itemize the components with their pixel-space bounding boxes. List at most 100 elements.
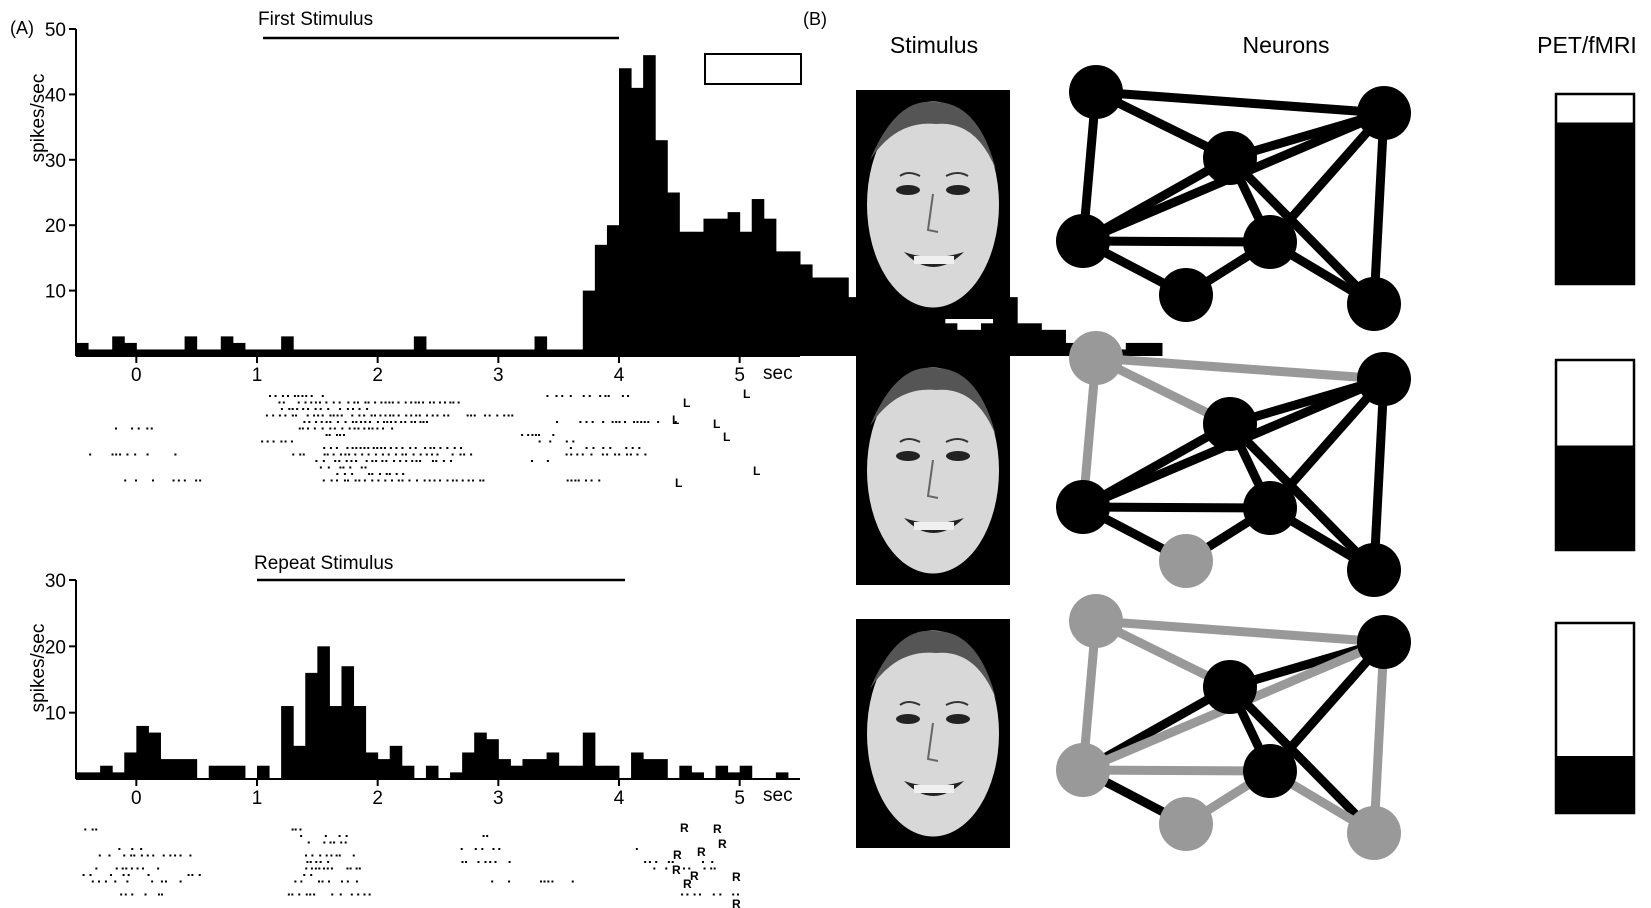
spike-tick bbox=[280, 408, 283, 410]
histogram-bar bbox=[582, 732, 596, 779]
panel-b-row bbox=[856, 594, 1636, 860]
spike-tick bbox=[357, 893, 360, 896]
histogram-bar bbox=[76, 772, 101, 779]
spike-tick bbox=[118, 848, 121, 850]
histogram-bar bbox=[691, 231, 704, 356]
spike-tick bbox=[368, 427, 371, 430]
spike-tick bbox=[345, 460, 348, 462]
spike-tick bbox=[341, 427, 344, 430]
spike-tick bbox=[602, 447, 605, 449]
spike-tick bbox=[363, 447, 366, 449]
spike-tick bbox=[447, 414, 450, 417]
spike-tick bbox=[336, 434, 339, 436]
histogram-bar bbox=[570, 765, 584, 779]
spike-tick bbox=[318, 867, 321, 870]
histogram-bar bbox=[112, 772, 125, 779]
histogram-bar bbox=[257, 349, 270, 356]
spike-tick bbox=[298, 427, 301, 430]
spike-tick bbox=[401, 479, 404, 482]
spike-tick bbox=[507, 414, 510, 417]
spike-tick bbox=[364, 421, 367, 423]
spike-tick bbox=[131, 893, 134, 896]
spike-tick bbox=[635, 848, 638, 850]
spike-tick bbox=[371, 473, 374, 475]
histogram-bar bbox=[124, 752, 137, 779]
header-neurons: Neurons bbox=[1243, 32, 1330, 58]
top-ylabel: spikes/sec bbox=[28, 74, 49, 163]
raster-marker: R bbox=[680, 821, 689, 835]
spike-tick bbox=[467, 479, 470, 482]
spike-tick bbox=[315, 460, 318, 462]
spike-tick bbox=[320, 421, 323, 423]
spike-tick bbox=[358, 867, 361, 870]
spike-tick bbox=[374, 414, 377, 417]
spike-tick bbox=[379, 414, 382, 417]
y-tick-label: 10 bbox=[45, 282, 66, 303]
spike-tick bbox=[629, 453, 632, 456]
spike-tick bbox=[335, 447, 338, 449]
spike-tick bbox=[303, 421, 306, 423]
histogram-bar bbox=[136, 349, 149, 356]
histogram-bar bbox=[1125, 342, 1139, 356]
spike-tick bbox=[470, 414, 473, 417]
raster-marker: L bbox=[683, 396, 690, 410]
neuron-node bbox=[1159, 534, 1213, 588]
neuron-node bbox=[1347, 543, 1401, 597]
spike-tick bbox=[419, 453, 422, 456]
histogram-bar bbox=[510, 349, 523, 356]
spike-tick bbox=[404, 421, 407, 423]
spike-tick bbox=[144, 893, 147, 896]
spike-tick bbox=[123, 854, 126, 857]
x-tick-label: 0 bbox=[131, 365, 142, 386]
histogram-bar bbox=[534, 759, 548, 779]
spike-tick bbox=[388, 473, 391, 475]
histogram-bar bbox=[329, 706, 342, 779]
histogram-bar bbox=[281, 706, 294, 779]
neuron-node bbox=[1203, 660, 1257, 714]
histogram-bar bbox=[425, 765, 439, 779]
spike-tick bbox=[278, 401, 281, 404]
spike-tick bbox=[460, 447, 463, 449]
spike-tick bbox=[409, 447, 412, 449]
histogram-bar bbox=[317, 646, 330, 779]
histogram-bar bbox=[558, 765, 572, 779]
histogram-bar bbox=[196, 349, 210, 356]
spike-tick bbox=[293, 395, 296, 397]
spike-tick bbox=[582, 395, 585, 397]
spike-tick bbox=[330, 867, 333, 870]
spike-tick bbox=[295, 414, 298, 417]
spike-tick bbox=[482, 835, 485, 837]
spike-tick bbox=[111, 453, 114, 456]
spike-tick bbox=[374, 401, 377, 404]
spike-tick bbox=[496, 414, 499, 417]
spike-tick bbox=[366, 408, 369, 410]
histogram-bar bbox=[727, 212, 741, 356]
spike-tick bbox=[305, 854, 308, 857]
spike-tick bbox=[347, 401, 350, 404]
spike-tick bbox=[339, 408, 342, 410]
spike-tick bbox=[577, 479, 580, 482]
spike-tick bbox=[521, 434, 524, 436]
face-left-eye bbox=[896, 185, 920, 195]
histogram-bar bbox=[148, 349, 161, 356]
spike-tick bbox=[474, 848, 477, 850]
spike-tick bbox=[291, 893, 294, 896]
network-edge bbox=[1266, 110, 1388, 245]
spike-tick bbox=[446, 479, 449, 482]
spike-tick bbox=[588, 395, 591, 397]
neuron-node bbox=[1056, 214, 1110, 268]
spike-tick bbox=[552, 434, 555, 436]
neuron-node bbox=[1357, 86, 1411, 140]
face-teeth bbox=[914, 522, 954, 530]
spike-tick bbox=[442, 460, 445, 462]
spike-tick bbox=[534, 434, 537, 436]
spike-tick bbox=[417, 401, 420, 404]
spike-tick bbox=[329, 421, 332, 423]
spike-tick bbox=[333, 427, 336, 430]
spike-tick bbox=[438, 401, 441, 404]
spike-tick bbox=[352, 854, 355, 857]
spike-tick bbox=[394, 453, 397, 456]
spike-tick bbox=[109, 874, 112, 876]
face-left-brow bbox=[899, 172, 921, 177]
spike-tick bbox=[431, 460, 434, 462]
